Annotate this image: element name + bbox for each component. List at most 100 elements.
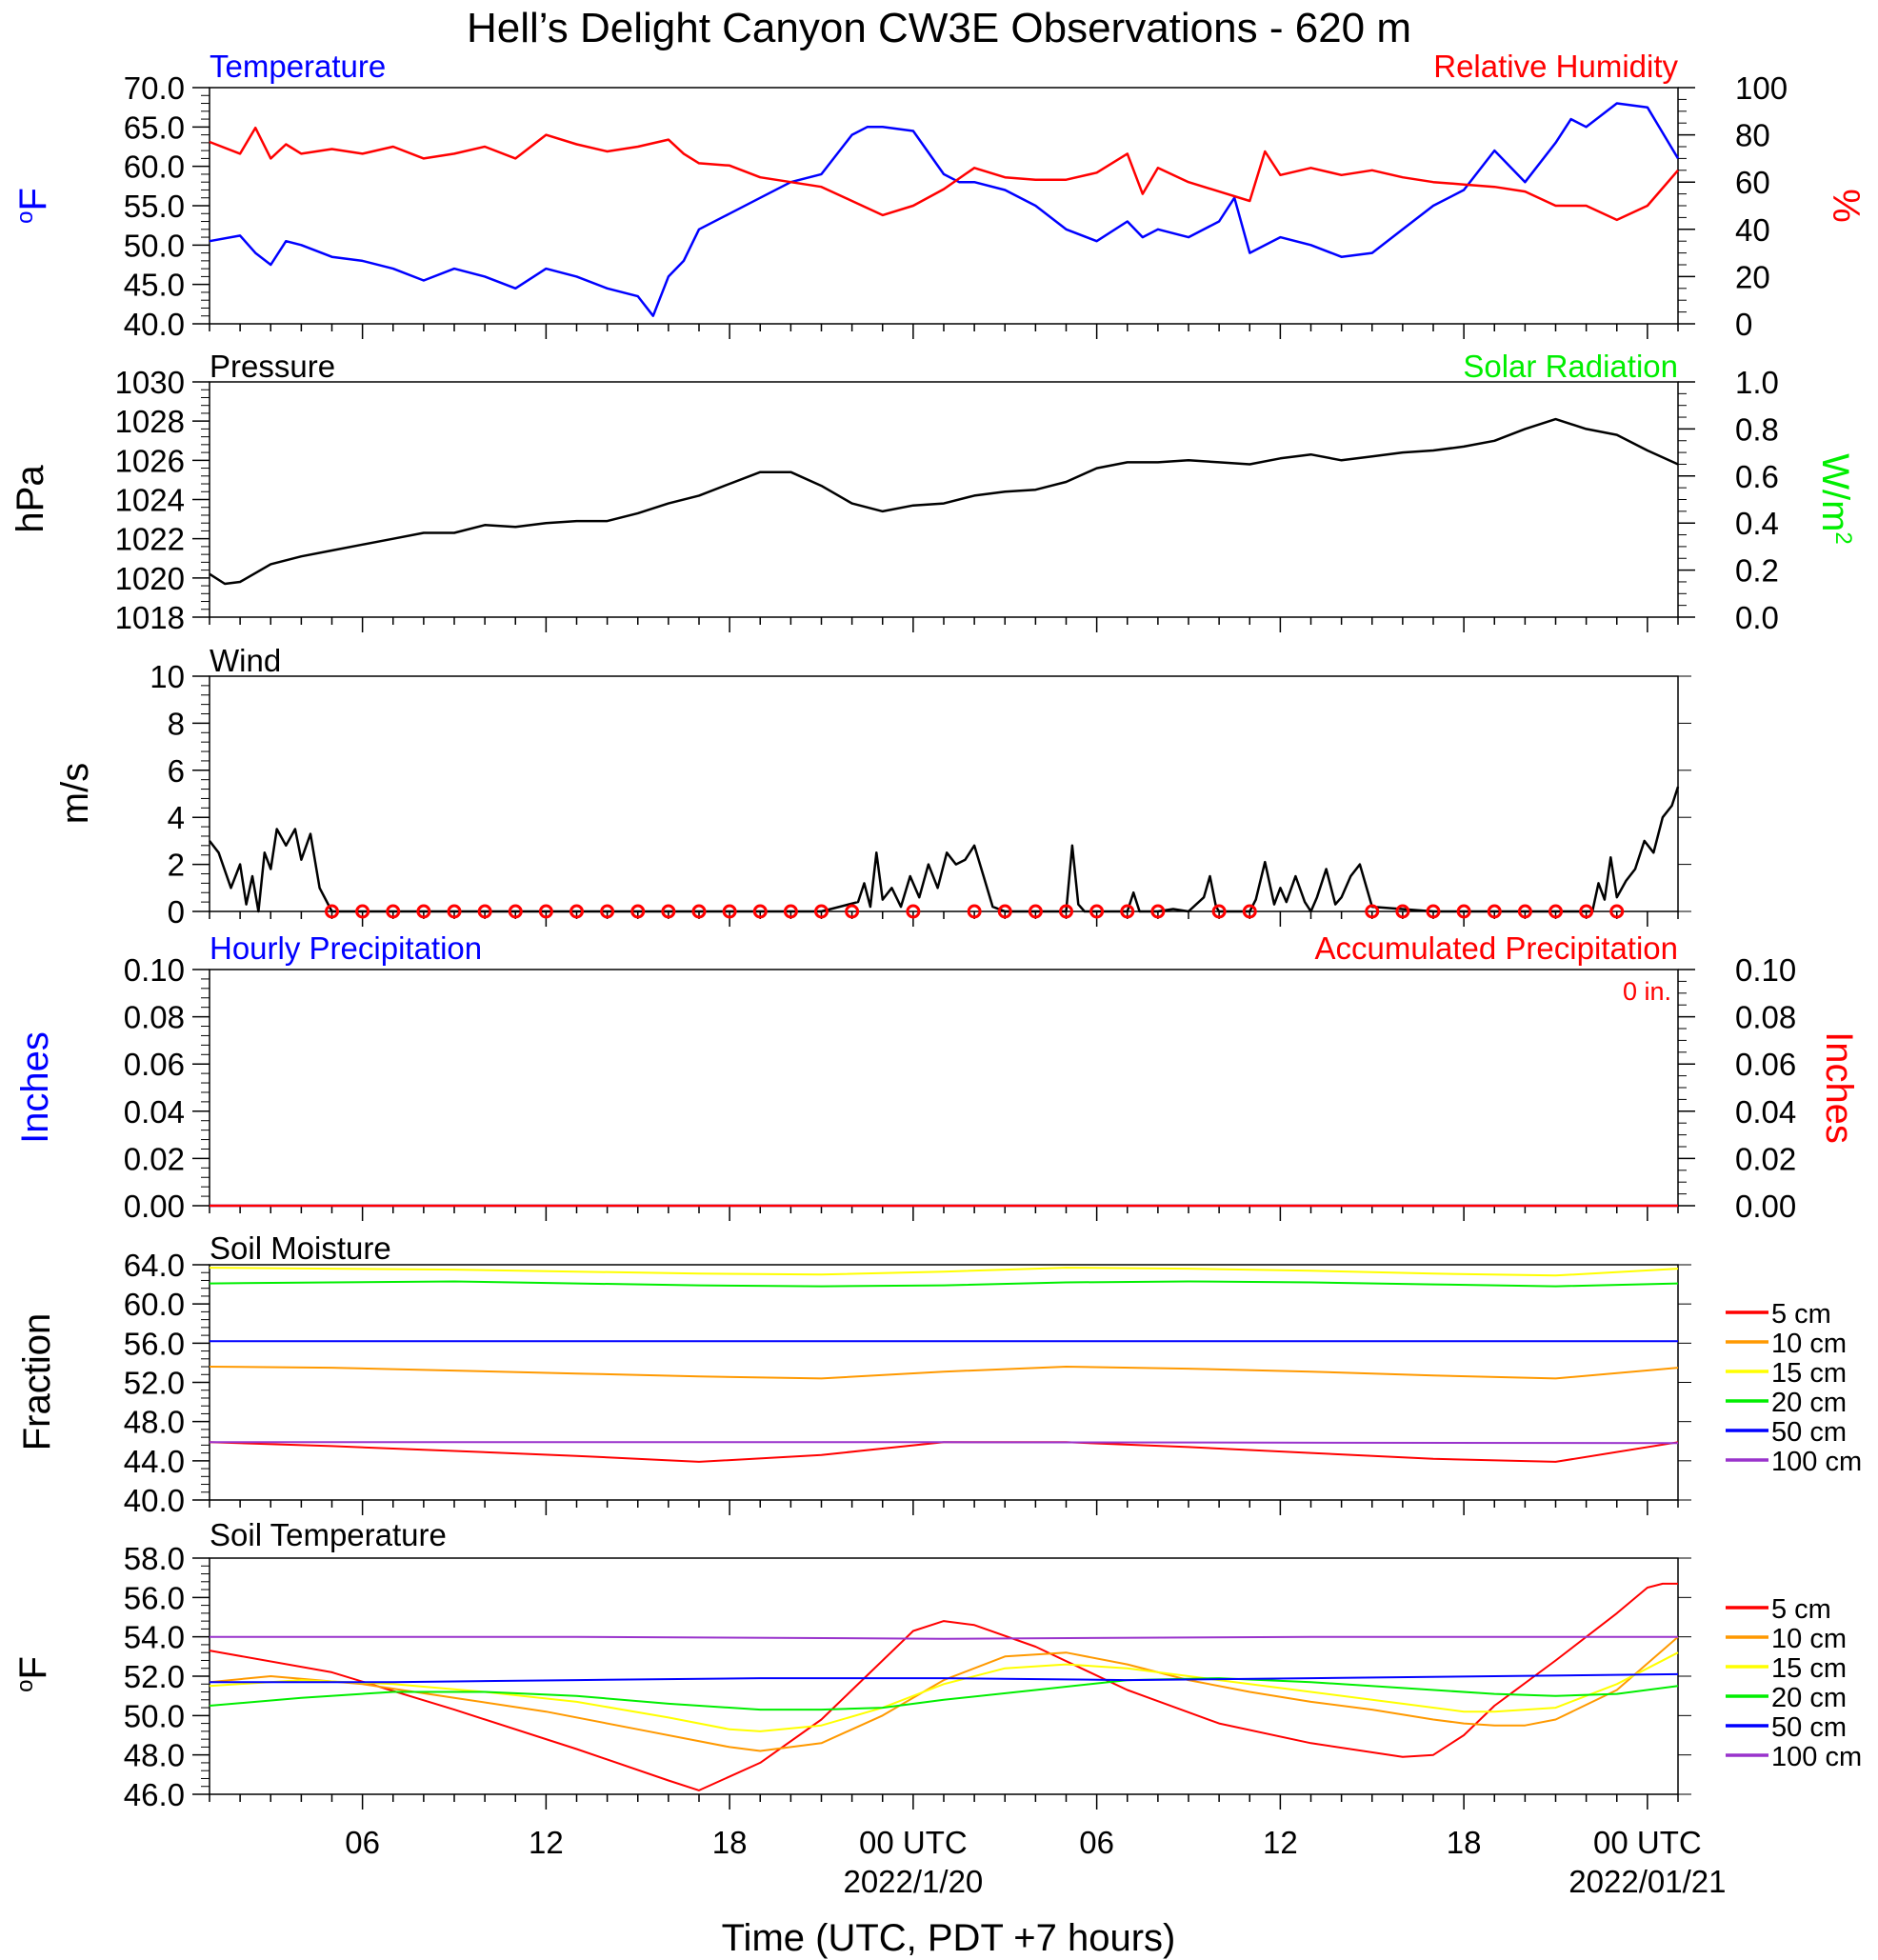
legend-label: 10 cm	[1771, 1329, 1847, 1359]
y-right-tick-label: 100	[1735, 70, 1788, 106]
series-line-10-cm	[209, 1635, 1679, 1752]
calm-wind-marker	[1517, 904, 1532, 919]
y-tick-label: 1026	[115, 443, 185, 478]
y-right-tick-label: 0.2	[1735, 553, 1779, 589]
calm-wind-marker	[906, 904, 921, 919]
accum-precip-ylabel: Inches	[1818, 1031, 1860, 1144]
x-date-label: 2022/1/20	[843, 1864, 983, 1899]
y-tick-label: 44.0	[124, 1444, 185, 1479]
calm-wind-marker	[752, 904, 768, 919]
y-tick-label: 65.0	[124, 110, 185, 145]
legend-label: 15 cm	[1771, 1653, 1847, 1684]
x-tick-label: 12	[1263, 1825, 1298, 1860]
y-tick-label: 0	[168, 894, 185, 930]
series-line-wind	[209, 786, 1680, 913]
calm-wind-marker	[538, 904, 553, 919]
x-tick-label: 06	[1079, 1825, 1114, 1860]
y-tick-label: 1018	[115, 600, 185, 635]
y-tick-label: 0.06	[124, 1047, 185, 1082]
legend-label: 10 cm	[1771, 1624, 1847, 1654]
x-date-label: 2022/01/21	[1568, 1864, 1726, 1899]
y-tick-label: 48.0	[124, 1405, 185, 1440]
plot-frame	[209, 675, 1679, 912]
humidity-ylabel: %	[1825, 189, 1867, 223]
x-tick-label: 12	[529, 1825, 564, 1860]
y-tick-label: 4	[168, 800, 185, 835]
calm-wind-marker	[691, 904, 707, 919]
series-line-5-cm	[209, 1582, 1678, 1791]
y-right-tick-label: 20	[1735, 259, 1770, 294]
y-right-tick-label: 0.4	[1735, 506, 1779, 541]
y-right-tick-label: 0.02	[1735, 1141, 1796, 1176]
calm-wind-marker	[967, 904, 982, 919]
plot-frame	[209, 969, 1679, 1207]
series-line-20-cm	[209, 1677, 1679, 1711]
y-right-tick-label: 40	[1735, 212, 1770, 248]
soil-temperature-ylabel: oF	[12, 1656, 54, 1692]
legend-label: 50 cm	[1771, 1712, 1847, 1743]
wind-ylabel: m/s	[54, 763, 96, 824]
calm-wind-marker	[1150, 904, 1166, 919]
y-tick-label: 0.08	[124, 1000, 185, 1035]
calm-wind-marker	[1456, 904, 1471, 919]
calm-wind-marker	[814, 904, 829, 919]
calm-wind-marker	[845, 904, 860, 919]
temperature-humidity-panel: Temperature Relative Humidity oF % 70.0 6…	[12, 49, 1867, 342]
series-line-5-cm	[209, 1441, 1679, 1463]
legend-label: 5 cm	[1771, 1594, 1831, 1625]
series-line-50-cm	[210, 1672, 1679, 1684]
y-right-tick-label: 0.06	[1735, 1047, 1796, 1082]
pressure-title: Pressure	[210, 349, 335, 384]
y-right-tick-label: 0.6	[1735, 459, 1779, 494]
x-axis-label: Time (UTC, PDT +7 hours)	[722, 1917, 1176, 1959]
calm-wind-marker	[1120, 904, 1135, 919]
calm-wind-marker	[1211, 904, 1227, 919]
series-line-100-cm	[210, 1441, 1679, 1445]
soil-temperature-title: Soil Temperature	[210, 1517, 447, 1552]
legend-label: 5 cm	[1771, 1299, 1831, 1330]
y-tick-label: 46.0	[124, 1777, 185, 1812]
y-right-tick-label: 0.08	[1735, 1000, 1796, 1035]
legend-label: 100 cm	[1771, 1742, 1862, 1772]
x-tick-label: 18	[712, 1825, 748, 1860]
y-tick-label: 0.10	[124, 952, 185, 988]
y-tick-label: 64.0	[124, 1248, 185, 1283]
series-line-15-cm	[209, 1651, 1679, 1732]
figure-title: Hell’s Delight Canyon CW3E Observations …	[467, 5, 1411, 51]
calm-wind-marker	[1487, 904, 1502, 919]
calm-wind-marker	[416, 904, 431, 919]
precipitation-panel: Hourly Precipitation Accumulated Precipi…	[14, 930, 1860, 1224]
y-tick-label: 0.00	[124, 1189, 185, 1224]
y-tick-label: 54.0	[124, 1620, 185, 1655]
calm-wind-marker	[1395, 904, 1410, 919]
y-tick-label: 50.0	[124, 1698, 185, 1733]
humidity-title: Relative Humidity	[1433, 49, 1678, 84]
accum-precip-title: Accumulated Precipitation	[1314, 930, 1678, 966]
y-tick-label: 50.0	[124, 228, 185, 263]
plot-frame	[209, 381, 1679, 618]
legend-label: 15 cm	[1771, 1358, 1847, 1389]
wind-title: Wind	[210, 643, 281, 678]
legend-label: 20 cm	[1771, 1683, 1847, 1713]
y-right-tick-label: 0.0	[1735, 600, 1779, 635]
y-tick-label: 52.0	[124, 1366, 185, 1401]
calm-wind-marker	[783, 904, 798, 919]
y-tick-label: 10	[150, 659, 185, 694]
calm-wind-marker	[477, 904, 492, 919]
temperature-ylabel: oF	[12, 188, 54, 224]
y-right-tick-label: 80	[1735, 118, 1770, 153]
hourly-precip-ylabel: Inches	[14, 1031, 56, 1144]
y-tick-label: 0.04	[124, 1094, 185, 1130]
y-tick-label: 60.0	[124, 1287, 185, 1322]
series-line-20-cm	[209, 1280, 1679, 1288]
y-tick-label: 1020	[115, 561, 185, 596]
calm-wind-marker	[1028, 904, 1043, 919]
calm-wind-marker	[569, 904, 584, 919]
legend-label: 20 cm	[1771, 1388, 1847, 1418]
y-tick-label: 70.0	[124, 70, 185, 106]
soil-moisture-ylabel: Fraction	[16, 1313, 58, 1451]
y-tick-label: 1022	[115, 522, 185, 557]
calm-wind-marker	[1365, 904, 1380, 919]
calm-wind-marker	[630, 904, 646, 919]
y-tick-label: 2	[168, 848, 185, 883]
